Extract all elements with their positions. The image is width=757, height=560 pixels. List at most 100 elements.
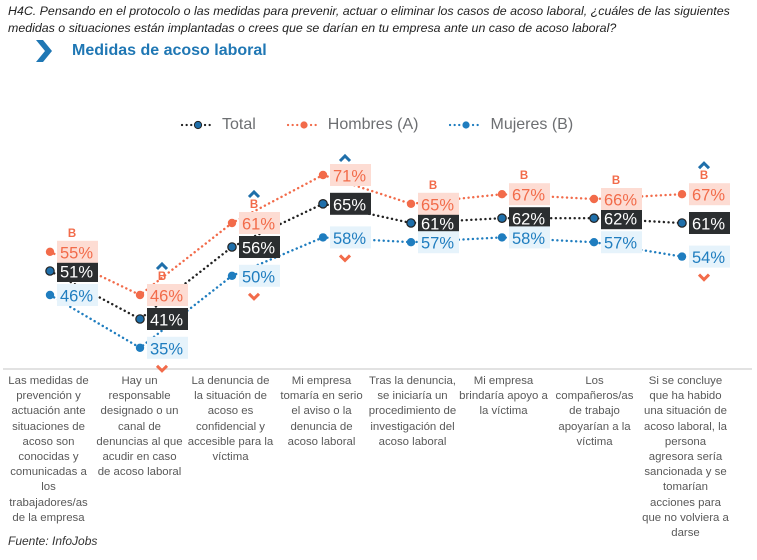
data-label-bg-hombres: [418, 192, 459, 215]
data-label-mujeres: 58%: [333, 230, 366, 248]
data-label-bg-hombres: [239, 212, 280, 234]
series-line-hombres: [48, 173, 684, 297]
legend-swatch-total: [180, 120, 216, 130]
chart-legend: Total Hombres (A) Mujeres (B): [180, 116, 573, 134]
data-point-mujeres: [135, 343, 145, 352]
data-label-bg-mujeres: [689, 245, 730, 268]
significance-letter: B: [520, 170, 528, 182]
significance-letter: B: [158, 271, 166, 283]
significance-letter: B: [612, 175, 620, 187]
question-text: H4C. Pensando en el protocolo o las medi…: [8, 4, 730, 35]
category-label: Hay un responsable designado o un canal …: [96, 375, 183, 479]
data-point-mujeres: [227, 271, 237, 280]
data-point-hombres: [497, 190, 507, 199]
data-label-bg-total: [601, 207, 642, 230]
legend-item-hombres: Hombres (A): [286, 116, 419, 134]
data-label-total: 61%: [692, 216, 725, 234]
data-label-mujeres: 46%: [60, 288, 93, 306]
data-label-mujeres: 35%: [150, 340, 183, 358]
data-point-total: [677, 218, 687, 228]
significance-up-arrow-icon: [155, 261, 169, 271]
source-note: Fuente: InfoJobs: [8, 534, 98, 548]
data-label-bg-hombres: [689, 183, 730, 206]
data-point-total: [318, 199, 328, 209]
data-label-bg-mujeres: [239, 264, 280, 287]
data-label-mujeres: 57%: [421, 235, 454, 253]
data-label-total: 65%: [333, 196, 366, 214]
significance-up-arrow-icon: [697, 161, 711, 170]
data-label-total: 62%: [512, 211, 545, 229]
data-point-mujeres: [318, 233, 328, 242]
data-label-total: 51%: [60, 264, 93, 282]
data-label-total: 61%: [421, 216, 454, 234]
data-point-mujeres: [677, 252, 687, 261]
data-label-bg-mujeres: [57, 284, 98, 306]
significance-down-arrow-icon: [697, 273, 711, 282]
data-label-bg-mujeres: [147, 336, 188, 359]
data-point-total: [589, 213, 599, 223]
significance-down-arrow-icon: [247, 292, 261, 301]
category-label: Mi empresa tomaría en serio el aviso o l…: [280, 375, 363, 448]
legend-item-mujeres: Mujeres (B): [448, 116, 573, 134]
data-label-bg-mujeres: [418, 231, 459, 254]
legend-label-hombres: Hombres (A): [327, 116, 419, 133]
data-label-bg-hombres: [330, 164, 371, 186]
data-label-hombres: 55%: [60, 244, 93, 262]
data-point-total: [406, 218, 416, 228]
chart-title: Medidas de acoso laboral: [72, 42, 267, 59]
data-label-bg-hombres: [601, 188, 642, 210]
data-point-mujeres: [497, 233, 507, 242]
data-point-total: [135, 314, 145, 324]
category-label: Las medidas de prevención y actuación an…: [8, 375, 89, 524]
data-label-bg-hombres: [509, 183, 550, 206]
data-label-bg-mujeres: [509, 226, 550, 249]
data-label-bg-total: [239, 236, 280, 258]
data-label-hombres: 46%: [150, 288, 183, 306]
data-point-hombres: [318, 170, 328, 180]
category-label: La denuncia de la situación de acoso es …: [187, 375, 274, 464]
data-label-mujeres: 58%: [512, 230, 545, 248]
data-label-bg-mujeres: [330, 226, 371, 249]
significance-down-arrow-icon: [338, 254, 352, 263]
data-label-mujeres: 54%: [692, 249, 725, 267]
significance-letter: B: [700, 170, 708, 182]
legend-swatch-hombres: [286, 121, 321, 129]
legend-label-mujeres: Mujeres (B): [490, 116, 574, 133]
line-chart: 51% 41% 56% 65% 61% 62% 62% 61% 55% 46% 61% 71% 65% 6…: [3, 153, 752, 373]
data-label-bg-mujeres: [601, 231, 642, 254]
data-label-bg-total: [418, 212, 459, 234]
data-label-hombres: 65%: [421, 196, 454, 214]
data-label-hombres: 67%: [512, 187, 545, 205]
data-label-bg-total: [330, 192, 371, 215]
chart-title-row: Medidas de acoso laboral: [36, 39, 267, 63]
data-label-bg-total: [509, 207, 550, 230]
data-point-hombres: [227, 218, 237, 228]
legend-label-total: Total: [222, 116, 256, 133]
data-point-mujeres: [45, 290, 55, 300]
data-label-bg-hombres: [57, 240, 98, 263]
data-point-hombres: [135, 290, 145, 300]
legend-swatch-mujeres: [449, 121, 484, 129]
data-label-total: 56%: [242, 240, 275, 258]
data-label-bg-total: [57, 260, 98, 282]
data-point-total: [45, 266, 55, 276]
data-point-hombres: [45, 247, 55, 256]
category-label: Los compañeros/as de trabajo apoyarían a…: [555, 375, 634, 448]
data-point-hombres: [677, 190, 687, 199]
chevron-right-icon: [36, 40, 52, 62]
data-label-total: 41%: [150, 312, 183, 330]
category-label: Mi empresa brindaría apoyo a la víctima: [459, 375, 548, 418]
significance-letter: B: [429, 180, 437, 192]
data-point-mujeres: [406, 238, 416, 247]
legend-item-total: Total: [180, 116, 256, 134]
data-label-total: 62%: [604, 211, 637, 229]
data-label-hombres: 66%: [604, 192, 637, 210]
significance-down-arrow-icon: [155, 364, 169, 373]
data-label-hombres: 61%: [242, 216, 275, 234]
data-label-bg-total: [689, 212, 730, 234]
data-point-total: [227, 242, 237, 252]
data-label-hombres: 71%: [333, 168, 366, 186]
series-line-total: [48, 202, 684, 321]
data-label-bg-total: [147, 308, 188, 330]
data-point-total: [497, 213, 507, 223]
